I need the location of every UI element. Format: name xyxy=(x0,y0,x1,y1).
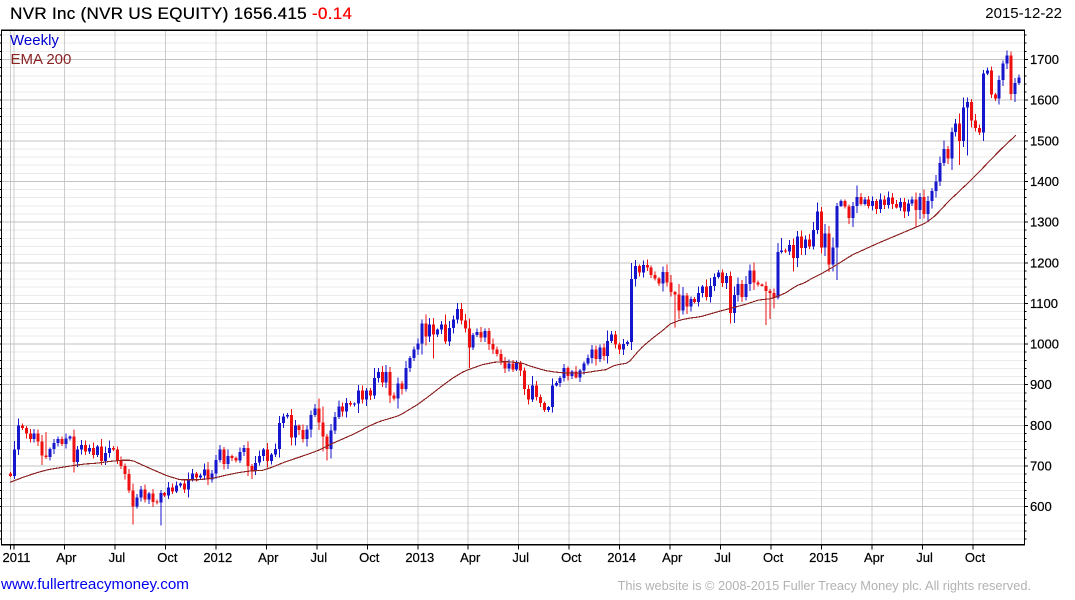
svg-text:2014: 2014 xyxy=(607,550,636,565)
svg-text:1600: 1600 xyxy=(1030,93,1059,108)
svg-text:Apr: Apr xyxy=(662,550,683,565)
svg-text:Jul: Jul xyxy=(916,550,933,565)
svg-text:Oct: Oct xyxy=(561,550,582,565)
svg-text:700: 700 xyxy=(1030,459,1052,474)
svg-text:1200: 1200 xyxy=(1030,255,1059,270)
svg-text:Oct: Oct xyxy=(965,550,986,565)
svg-text:Apr: Apr xyxy=(864,550,885,565)
svg-text:2011: 2011 xyxy=(3,550,31,565)
svg-text:600: 600 xyxy=(1030,499,1052,514)
svg-text:Apr: Apr xyxy=(460,550,481,565)
svg-text:Jul: Jul xyxy=(512,550,529,565)
svg-text:Apr: Apr xyxy=(56,550,77,565)
svg-text:Oct: Oct xyxy=(763,550,784,565)
svg-text:Jul: Jul xyxy=(714,550,731,565)
svg-text:1100: 1100 xyxy=(1030,296,1058,311)
svg-text:Jul: Jul xyxy=(310,550,327,565)
svg-text:1300: 1300 xyxy=(1030,215,1059,230)
svg-text:2012: 2012 xyxy=(203,550,232,565)
svg-text:Oct: Oct xyxy=(157,550,178,565)
svg-text:900: 900 xyxy=(1030,377,1052,392)
svg-text:Apr: Apr xyxy=(258,550,279,565)
svg-text:1400: 1400 xyxy=(1030,174,1059,189)
svg-text:Oct: Oct xyxy=(359,550,380,565)
svg-text:1000: 1000 xyxy=(1030,337,1059,352)
svg-text:2013: 2013 xyxy=(405,550,434,565)
svg-text:2015: 2015 xyxy=(809,550,838,565)
svg-text:1500: 1500 xyxy=(1030,133,1059,148)
svg-text:800: 800 xyxy=(1030,418,1052,433)
svg-text:Jul: Jul xyxy=(109,550,126,565)
svg-text:1700: 1700 xyxy=(1030,52,1059,67)
